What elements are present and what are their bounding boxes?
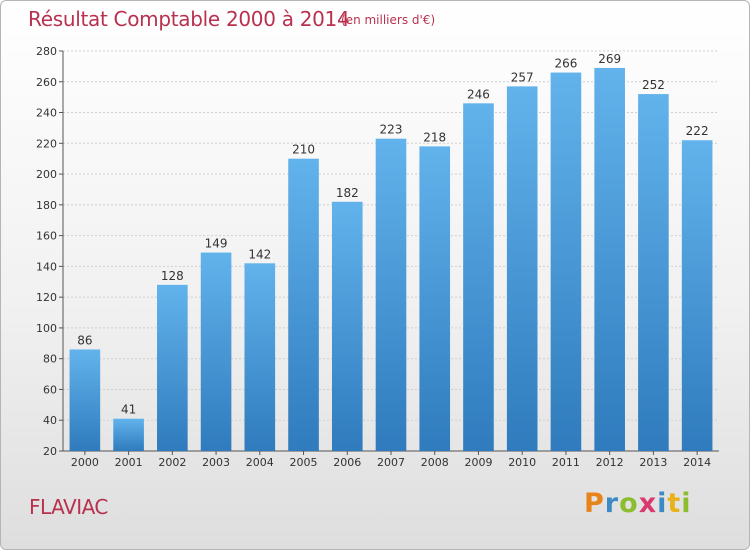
x-tick-label: 2014 xyxy=(683,456,711,469)
y-tick-label: 240 xyxy=(36,107,57,120)
bar xyxy=(463,103,494,452)
logo-letter: r xyxy=(604,488,620,519)
commune-name: FLAVIAC xyxy=(29,495,108,519)
logo-letter: x xyxy=(638,488,658,519)
bar xyxy=(331,201,363,451)
data-label: 252 xyxy=(642,78,665,92)
x-tick-label: 2003 xyxy=(202,456,230,469)
x-tick-label: 2005 xyxy=(290,456,318,469)
logo-letter: P xyxy=(584,488,605,519)
chart-unit: (en milliers d'€) xyxy=(341,13,436,27)
data-label: 269 xyxy=(598,52,621,66)
data-label: 266 xyxy=(554,57,577,71)
y-tick-label: 80 xyxy=(43,353,57,366)
proxiti-logo: Proxiti xyxy=(584,488,692,519)
logo-letter: i xyxy=(657,488,668,519)
x-tick-label: 2001 xyxy=(115,456,143,469)
data-label: 86 xyxy=(77,333,92,347)
x-tick-label: 2010 xyxy=(508,456,536,469)
bar xyxy=(419,146,451,451)
data-label: 257 xyxy=(511,70,534,84)
data-label: 149 xyxy=(205,237,228,251)
data-label: 223 xyxy=(380,123,403,137)
x-tick-label: 2013 xyxy=(639,456,667,469)
bar xyxy=(200,252,232,451)
bar xyxy=(157,284,188,451)
y-tick-label: 260 xyxy=(36,76,57,89)
bar xyxy=(681,140,713,451)
x-tick-label: 2002 xyxy=(158,456,186,469)
y-tick-label: 100 xyxy=(36,322,57,335)
x-tick-label: 2011 xyxy=(552,456,580,469)
x-tick-label: 2009 xyxy=(464,456,492,469)
y-tick-label: 180 xyxy=(36,199,57,212)
logo-letter: i xyxy=(681,488,692,519)
x-tick-label: 2007 xyxy=(377,456,405,469)
data-label: 128 xyxy=(161,269,184,283)
y-tick-label: 40 xyxy=(43,414,57,427)
data-label: 41 xyxy=(121,403,136,417)
chart-title: Résultat Comptable 2000 à 2014 xyxy=(28,7,350,31)
y-tick-label: 60 xyxy=(43,383,57,396)
data-label: 218 xyxy=(423,130,446,144)
logo-letter: o xyxy=(619,488,639,519)
bar xyxy=(638,94,669,452)
y-tick-label: 280 xyxy=(36,45,57,58)
data-label: 142 xyxy=(248,247,271,261)
data-label: 222 xyxy=(686,124,709,138)
x-tick-label: 2008 xyxy=(421,456,449,469)
x-tick-label: 2004 xyxy=(246,456,274,469)
logo-letter: t xyxy=(667,488,682,519)
y-tick-label: 20 xyxy=(43,445,57,458)
bar xyxy=(69,349,101,451)
bar xyxy=(113,418,144,451)
y-tick-label: 200 xyxy=(36,168,57,181)
bar xyxy=(594,67,625,451)
bar xyxy=(244,263,276,451)
x-tick-label: 2000 xyxy=(71,456,99,469)
bar xyxy=(375,138,407,451)
y-tick-label: 220 xyxy=(36,137,57,150)
bar xyxy=(550,72,582,452)
x-tick-label: 2012 xyxy=(596,456,624,469)
y-tick-label: 160 xyxy=(36,230,57,243)
y-tick-label: 140 xyxy=(36,260,57,273)
x-tick-label: 2006 xyxy=(333,456,361,469)
bar xyxy=(288,158,319,451)
data-label: 210 xyxy=(292,143,315,157)
bar xyxy=(506,86,538,451)
data-label: 246 xyxy=(467,87,490,101)
data-label: 182 xyxy=(336,186,359,200)
y-tick-label: 120 xyxy=(36,291,57,304)
